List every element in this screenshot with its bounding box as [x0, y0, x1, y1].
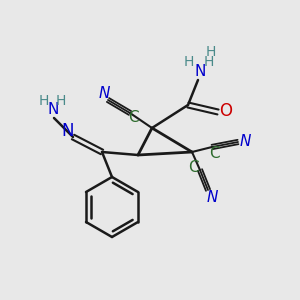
Text: N: N — [194, 64, 206, 79]
Text: H: H — [206, 45, 216, 59]
Text: H: H — [56, 94, 66, 108]
Text: C: C — [128, 110, 138, 125]
Text: H: H — [184, 55, 194, 69]
Text: N: N — [62, 122, 74, 140]
Text: H: H — [204, 55, 214, 69]
Text: N: N — [239, 134, 251, 149]
Text: O: O — [220, 102, 232, 120]
Text: H: H — [39, 94, 49, 108]
Text: N: N — [206, 190, 218, 205]
Text: C: C — [188, 160, 198, 175]
Text: C: C — [209, 146, 219, 161]
Text: N: N — [47, 103, 59, 118]
Text: N: N — [98, 85, 110, 100]
